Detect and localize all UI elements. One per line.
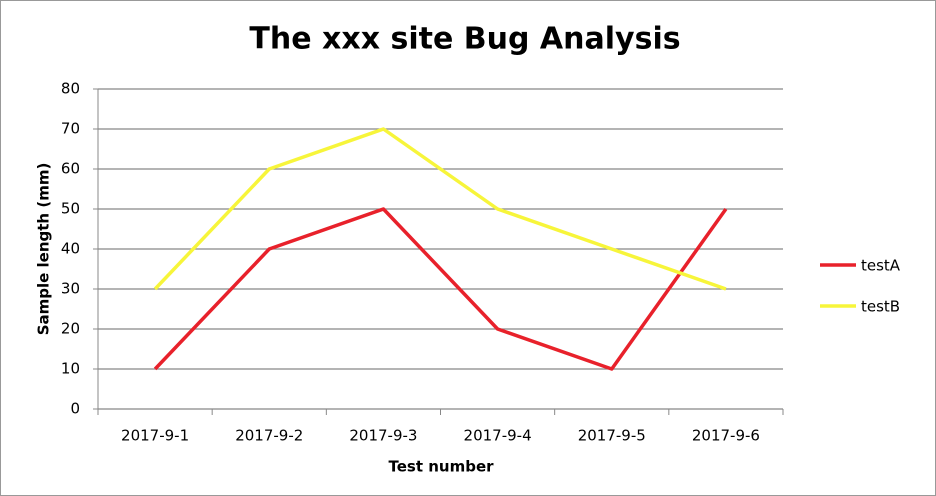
y-tick-label: 70 — [61, 120, 80, 138]
x-tick-label: 2017-9-5 — [578, 427, 646, 445]
x-tick-label: 2017-9-2 — [235, 427, 303, 445]
y-tick-label: 40 — [61, 240, 80, 258]
x-tick-label: 2017-9-4 — [464, 427, 532, 445]
y-tick-label: 50 — [61, 200, 80, 218]
y-tick-label: 30 — [61, 280, 80, 298]
series-line — [153, 127, 727, 291]
chart-title: The xxx site Bug Analysis — [249, 22, 680, 57]
y-tick-label: 80 — [61, 80, 80, 98]
y-tick-label: 20 — [61, 320, 80, 338]
y-tick-label: 60 — [61, 160, 80, 178]
legend-label: testA — [861, 257, 901, 275]
series-line — [153, 207, 728, 371]
x-tick-label: 2017-9-1 — [121, 427, 189, 445]
y-tick-label: 0 — [70, 400, 80, 418]
legend-label: testB — [861, 298, 900, 316]
y-axis-title: Sample length (mm) — [35, 163, 53, 336]
y-tick-label: 10 — [61, 360, 80, 378]
x-axis-title: Test number — [388, 458, 494, 476]
x-tick-label: 2017-9-3 — [349, 427, 417, 445]
x-tick-label: 2017-9-6 — [692, 427, 760, 445]
